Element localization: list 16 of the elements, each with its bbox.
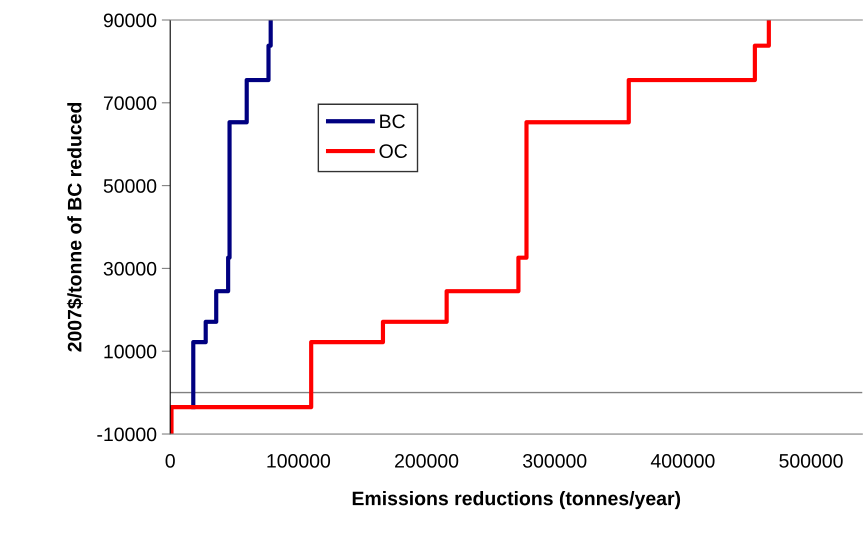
legend-label: BC [380,114,405,128]
x-tick-label: 400000 [650,454,715,468]
x-tick-label: 0 [166,454,175,468]
x-axis-title: Emissions reductions (tonnes/year) [352,491,680,510]
x-tick-label: 500000 [779,454,843,468]
x-tick-label: 300000 [522,454,586,468]
y-axis-title: 2007$/tonne of BC reduced [66,102,83,352]
y-tick-label: 90000 [104,13,156,28]
y-tick-label: 30000 [104,262,156,276]
y-tick-label: 50000 [104,179,156,193]
y-tick-label: -10000 [97,427,156,442]
y-tick-label: 10000 [104,344,156,358]
y-tick-label: 70000 [104,96,156,110]
x-tick-label: 200000 [395,454,458,468]
legend-label: OC [380,144,408,158]
x-tick-label: 100000 [267,454,330,468]
